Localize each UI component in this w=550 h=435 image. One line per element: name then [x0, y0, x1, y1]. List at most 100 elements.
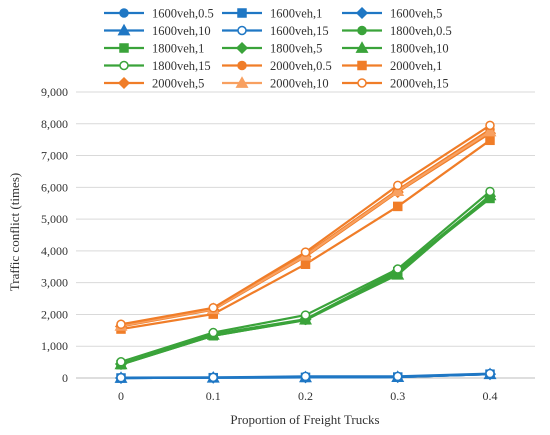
- legend-label: 2000veh,1: [390, 59, 442, 73]
- legend-entry: 1600veh,10: [104, 23, 211, 38]
- legend-entry: 2000veh,5: [104, 77, 204, 91]
- legend-entry: 1600veh,0.5: [104, 7, 214, 21]
- x-tick-label: 0.1: [206, 389, 221, 403]
- data-point: [300, 371, 311, 382]
- x-tick-label: 0.2: [298, 389, 313, 403]
- legend-marker: [117, 76, 131, 90]
- data-point: [393, 180, 403, 191]
- y-tick-label: 9,000: [41, 85, 68, 99]
- legend-marker: [119, 8, 129, 18]
- legend-marker: [355, 6, 369, 20]
- legend-label: 1800veh,5: [270, 42, 322, 56]
- data-point: [300, 310, 311, 320]
- legend-label: 2000veh,0.5: [270, 59, 332, 73]
- y-tick-label: 6,000: [41, 180, 68, 194]
- data-point: [391, 184, 405, 197]
- legend: 1600veh,0.5 1600veh,1 1600veh,5 1600veh,10 1…: [104, 7, 452, 91]
- data-point: [116, 319, 126, 330]
- series-4: [116, 368, 495, 383]
- data-point: [300, 247, 311, 257]
- legend-entry: 1600veh,1: [222, 7, 322, 21]
- y-tick-label: 8,000: [41, 117, 68, 131]
- legend-label: 1800veh,0.5: [390, 24, 452, 38]
- data-point: [116, 357, 126, 367]
- legend-marker: [235, 76, 249, 88]
- legend-label: 1800veh,15: [152, 59, 211, 73]
- legend-marker: [117, 23, 131, 36]
- legend-label: 2000veh,15: [390, 77, 449, 91]
- legend-entry: 2000veh,1: [342, 59, 442, 73]
- data-point: [485, 186, 495, 197]
- series-line: [120, 197, 491, 366]
- y-tick-label: 7,000: [41, 149, 68, 163]
- y-tick-label: 3,000: [41, 276, 68, 290]
- legend-label: 1600veh,15: [270, 24, 329, 38]
- legend-marker: [235, 41, 249, 55]
- legend-label: 1800veh,10: [390, 42, 449, 56]
- y-tick-label: 0: [62, 371, 68, 385]
- y-tick-label: 1,000: [41, 339, 68, 353]
- data-point: [391, 267, 405, 280]
- legend-marker: [357, 60, 367, 71]
- legend-marker: [119, 43, 129, 53]
- legend-label: 1600veh,0.5: [152, 7, 214, 21]
- legend-entry: 2000veh,10: [222, 76, 329, 91]
- legend-entry: 1600veh,5: [342, 7, 442, 21]
- data-point: [208, 372, 218, 383]
- series-14: [116, 120, 495, 330]
- legend-marker: [355, 41, 369, 53]
- x-axis-ticks: 0 0.1 0.2 0.3 0.4: [118, 389, 498, 403]
- data-point: [116, 372, 126, 383]
- y-tick-label: 4,000: [41, 244, 68, 258]
- x-tick-label: 0.3: [390, 389, 405, 403]
- series-6: [116, 193, 495, 370]
- data-point: [483, 124, 497, 137]
- legend-entry: 1600veh,15: [222, 24, 329, 38]
- legend-marker: [357, 78, 367, 88]
- legend-marker: [237, 8, 247, 18]
- y-axis-ticks: 0 1,000 2,000 3,000 4,000 5,000 6,000 7,000 8,00…: [41, 85, 68, 385]
- y-axis-label: Traffic conflict (times): [7, 173, 22, 291]
- x-tick-label: 0: [118, 389, 124, 403]
- legend-marker: [237, 60, 247, 71]
- data-point: [208, 327, 218, 338]
- y-tick-label: 2,000: [41, 307, 68, 321]
- legend-marker: [119, 60, 129, 71]
- data-point: [393, 264, 403, 274]
- legend-label: 1800veh,1: [152, 42, 204, 56]
- legend-marker: [357, 25, 367, 36]
- legend-label: 2000veh,5: [152, 77, 204, 91]
- x-axis-label: Proportion of Freight Trucks: [230, 412, 379, 427]
- data-point: [393, 201, 403, 212]
- legend-entry: 1800veh,1: [104, 42, 204, 56]
- legend-entry: 2000veh,15: [342, 77, 449, 91]
- series-7: [114, 190, 497, 371]
- legend-entry: 1800veh,0.5: [342, 24, 452, 38]
- data-point: [485, 120, 495, 131]
- legend-entry: 1800veh,15: [104, 59, 211, 73]
- data-point: [208, 303, 218, 313]
- legend-entry: 2000veh,0.5: [222, 59, 332, 73]
- legend-label: 1600veh,5: [390, 7, 442, 21]
- series-line: [120, 128, 491, 327]
- legend-label: 1600veh,10: [152, 24, 211, 38]
- x-tick-label: 0.4: [483, 389, 498, 403]
- legend-label: 1600veh,1: [270, 7, 322, 21]
- series-line: [120, 196, 491, 366]
- y-tick-label: 5,000: [41, 212, 68, 226]
- series-line: [120, 194, 491, 366]
- series-line: [120, 195, 491, 366]
- legend-entry: 1800veh,10: [342, 41, 449, 56]
- gridlines: [76, 91, 535, 379]
- series-9: [116, 186, 495, 367]
- legend-marker: [237, 25, 247, 36]
- data-point: [393, 371, 403, 382]
- series-10: [116, 124, 495, 331]
- legend-entry: 1800veh,5: [222, 42, 322, 56]
- series-line: [120, 190, 491, 363]
- data-point: [485, 368, 495, 379]
- series-8: [114, 188, 497, 370]
- legend-label: 2000veh,10: [270, 77, 329, 91]
- series-lines: [114, 120, 497, 385]
